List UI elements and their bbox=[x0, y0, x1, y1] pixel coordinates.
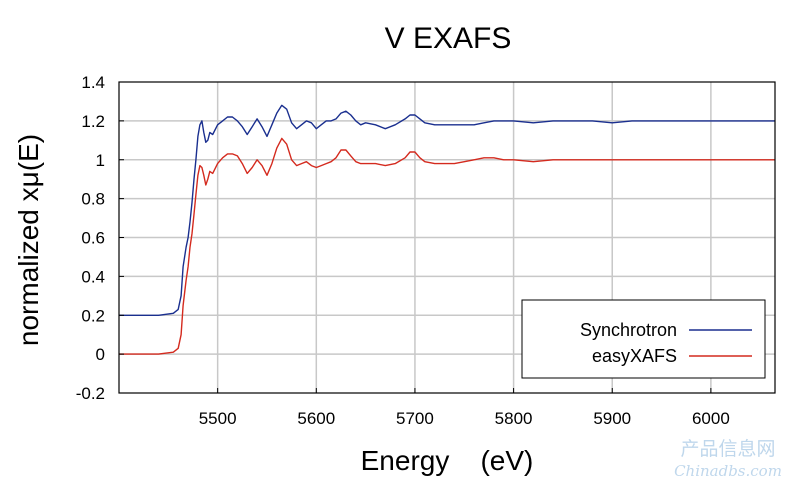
y-tick-label: 0.8 bbox=[81, 190, 105, 209]
legend-label-easyxafs: easyXAFS bbox=[592, 346, 677, 366]
x-tick-label: 5900 bbox=[593, 409, 631, 428]
series-line-synchrotron bbox=[119, 104, 775, 316]
y-tick-label: 1.4 bbox=[81, 73, 105, 92]
y-tick-label: 1.2 bbox=[81, 112, 105, 131]
legend-box bbox=[521, 299, 766, 379]
x-tick-labels: 5500 5600 5700 5800 5900 6000 bbox=[199, 409, 730, 428]
y-tick-label: 1 bbox=[96, 151, 105, 170]
y-axis-title: normalized xμ(E) bbox=[13, 134, 44, 346]
x-tick-label: 5800 bbox=[495, 409, 533, 428]
legend: Synchrotron easyXAFS bbox=[521, 299, 766, 379]
legend-label-synchrotron: Synchrotron bbox=[580, 320, 677, 340]
y-tick-label: 0.2 bbox=[81, 306, 105, 325]
y-tick-label: 0.6 bbox=[81, 229, 105, 248]
x-tick-label: 5700 bbox=[396, 409, 434, 428]
chart-title: V EXAFS bbox=[385, 22, 512, 55]
y-tick-labels: -0.2 0 0.2 0.4 0.6 0.8 1 1.2 1.4 bbox=[76, 73, 105, 403]
series-line-easyxafs bbox=[119, 137, 775, 355]
watermark: 产品信息网 Chinadbs.com bbox=[674, 438, 782, 480]
x-axis-title: Energy (eV) bbox=[361, 445, 534, 476]
watermark-url: Chinadbs.com bbox=[674, 462, 782, 480]
y-tick-label: 0.4 bbox=[81, 267, 105, 286]
x-tick-label: 5600 bbox=[297, 409, 335, 428]
y-tick-label: -0.2 bbox=[76, 384, 105, 403]
x-tick-label: 6000 bbox=[692, 409, 730, 428]
axis-ticks bbox=[119, 81, 712, 394]
series-lines bbox=[119, 104, 775, 355]
x-tick-label: 5500 bbox=[199, 409, 237, 428]
y-tick-label: 0 bbox=[96, 345, 105, 364]
watermark-chinese: 产品信息网 bbox=[680, 438, 775, 460]
